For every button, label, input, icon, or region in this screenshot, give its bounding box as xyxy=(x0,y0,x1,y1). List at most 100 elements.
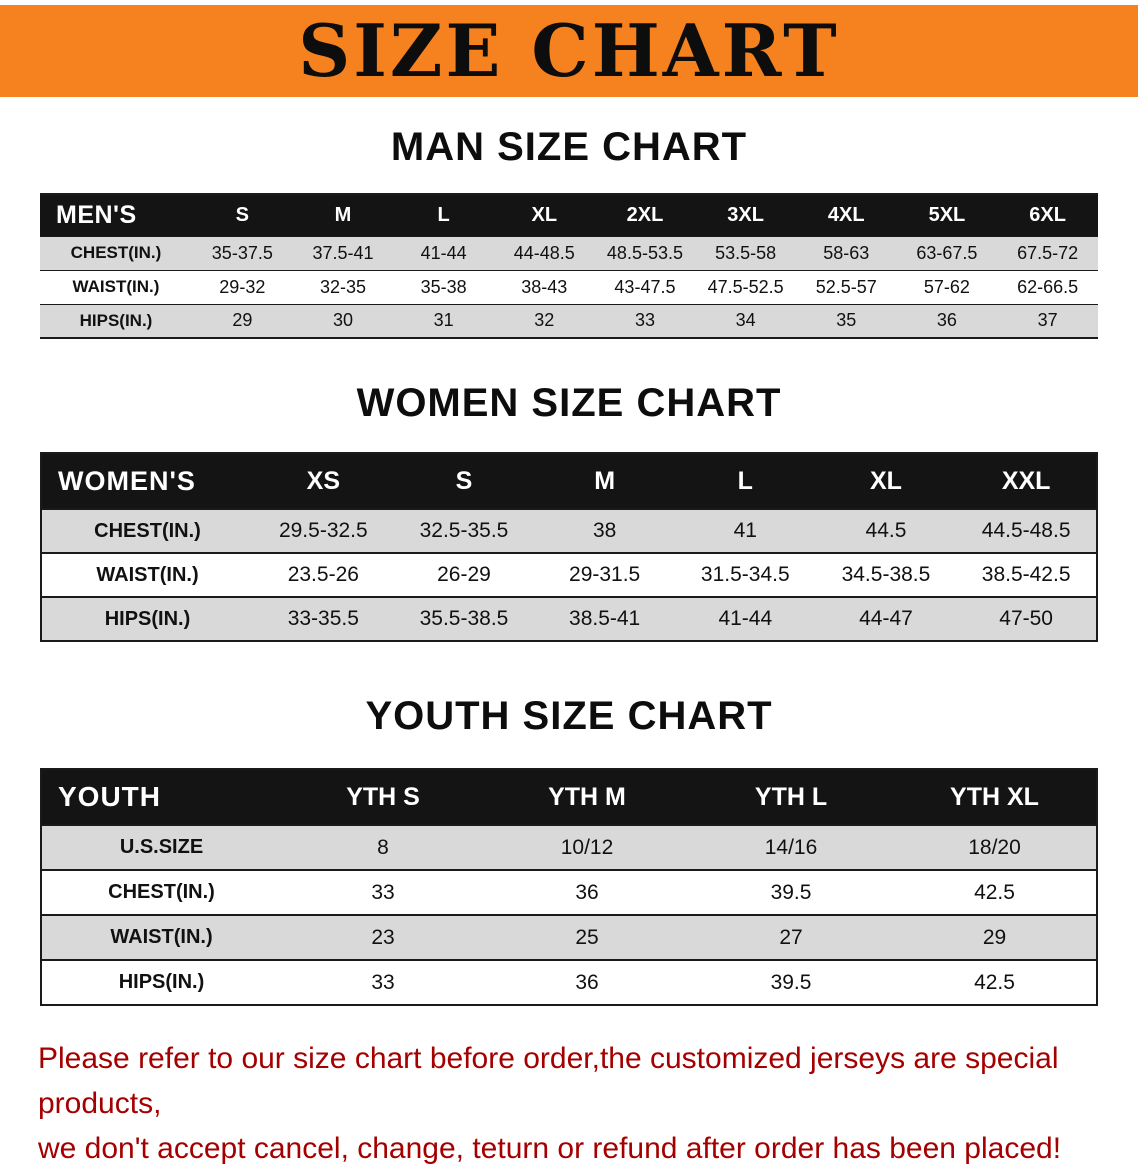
page-title: SIZE CHART xyxy=(298,8,840,93)
row-label-cell: WAIST(IN.) xyxy=(40,269,192,304)
size-value-cell: 57-62 xyxy=(896,269,998,304)
size-value-cell: 35 xyxy=(795,303,897,338)
row-label-cell: CHEST(IN.) xyxy=(40,235,192,270)
size-header-cell: XXL xyxy=(1001,466,1051,495)
size-value-cell: 53.5-58 xyxy=(695,235,796,270)
row-label-cell: CHEST(IN.) xyxy=(41,869,281,915)
size-header-cell: XL xyxy=(531,203,558,226)
table-row: HIPS(IN.) 33-35.5 35.5-38.5 38.5-41 41-44 44-… xyxy=(41,596,1097,641)
size-value-cell: 34.5-38.5 xyxy=(815,552,957,597)
size-value-cell: 30 xyxy=(292,303,394,338)
size-value-cell: 32.5-35.5 xyxy=(393,508,535,553)
size-value-cell: 39.5 xyxy=(689,869,893,915)
size-value-cell: 36 xyxy=(485,959,689,1005)
table-row: U.S.SIZE 8 10/12 14/16 18/20 xyxy=(41,824,1097,870)
size-header-cell: L xyxy=(437,203,450,226)
size-value-cell: 63-67.5 xyxy=(896,235,998,270)
size-header-cell: 4XL xyxy=(827,203,865,226)
row-label-cell: HIPS(IN.) xyxy=(41,596,253,641)
row-label-cell: HIPS(IN.) xyxy=(41,959,281,1005)
size-value-cell: 36 xyxy=(485,869,689,915)
table-title-cell: MEN'S xyxy=(56,200,137,229)
size-value-cell: 41 xyxy=(674,508,816,553)
size-value-cell: 35-38 xyxy=(393,269,494,304)
size-value-cell: 31 xyxy=(393,303,494,338)
men-size-section: MAN SIZE CHART MEN'S S M L XL 2XL 3XL 4XL 5XL 6XL… xyxy=(0,123,1138,339)
size-value-cell: 33 xyxy=(594,303,696,338)
size-value-cell: 48.5-53.5 xyxy=(594,235,696,270)
size-value-cell: 44-47 xyxy=(815,596,957,641)
size-header-cell: 3XL xyxy=(727,203,764,226)
size-value-cell: 33-35.5 xyxy=(253,596,394,641)
row-label-cell: WAIST(IN.) xyxy=(41,552,253,597)
size-value-cell: 33 xyxy=(281,959,485,1005)
table-row: CHEST(IN.) 29.5-32.5 32.5-35.5 38 41 44.5 44.5… xyxy=(41,508,1097,553)
size-value-cell: 38.5-41 xyxy=(534,596,675,641)
size-header-cell: XL xyxy=(869,466,902,495)
row-label-cell: HIPS(IN.) xyxy=(40,303,192,338)
youth-size-table: YOUTH YTH S YTH M YTH L YTH XL U.S.SIZE 8 10/12… xyxy=(40,768,1098,1006)
table-row: WAIST(IN.) 23.5-26 26-29 29-31.5 31.5-34.5 34… xyxy=(41,552,1097,597)
size-value-cell: 67.5-72 xyxy=(997,235,1098,270)
size-header-cell: 5XL xyxy=(928,203,966,226)
size-chart-page: SIZE CHART MAN SIZE CHART MEN'S S M L XL 2XL 3… xyxy=(0,5,1138,1171)
size-value-cell: 47-50 xyxy=(956,596,1097,641)
size-value-cell: 29 xyxy=(893,914,1097,960)
row-label-cell: CHEST(IN.) xyxy=(41,508,253,553)
size-value-cell: 44.5-48.5 xyxy=(956,508,1097,553)
table-header-row: WOMEN'S XS S M L XL XXL xyxy=(41,453,1097,509)
size-value-cell: 8 xyxy=(281,824,485,870)
size-header-cell: YTH L xyxy=(754,782,828,811)
size-value-cell: 52.5-57 xyxy=(795,269,897,304)
men-size-table: MEN'S S M L XL 2XL 3XL 4XL 5XL 6XL CHEST(IN.) 35-37… xyxy=(40,193,1098,339)
size-value-cell: 37.5-41 xyxy=(292,235,394,270)
size-value-cell: 29 xyxy=(192,303,293,338)
size-value-cell: 42.5 xyxy=(893,869,1097,915)
size-value-cell: 43-47.5 xyxy=(594,269,696,304)
table-row: HIPS(IN.) 29 30 31 32 33 34 35 36 37 xyxy=(40,303,1098,338)
size-value-cell: 38 xyxy=(534,508,675,553)
size-value-cell: 58-63 xyxy=(795,235,897,270)
row-label-cell: WAIST(IN.) xyxy=(41,914,281,960)
size-value-cell: 23 xyxy=(281,914,485,960)
disclaimer-line-2: we don't accept cancel, change, teturn o… xyxy=(38,1132,1062,1165)
size-header-cell: YTH S xyxy=(346,782,420,811)
size-value-cell: 36 xyxy=(896,303,998,338)
size-value-cell: 32-35 xyxy=(292,269,394,304)
size-value-cell: 35.5-38.5 xyxy=(393,596,535,641)
size-value-cell: 38-43 xyxy=(493,269,595,304)
youth-size-section: YOUTH SIZE CHART YOUTH YTH S YTH M YTH L YTH… xyxy=(0,692,1138,1006)
size-value-cell: 62-66.5 xyxy=(997,269,1098,304)
size-header-cell: S xyxy=(235,203,249,226)
women-size-table: WOMEN'S XS S M L XL XXL CHEST(IN.) 29.5-32.5 32.5… xyxy=(40,452,1098,642)
size-value-cell: 34 xyxy=(695,303,796,338)
size-header-cell: XS xyxy=(306,466,340,495)
size-value-cell: 37 xyxy=(997,303,1098,338)
size-value-cell: 47.5-52.5 xyxy=(695,269,796,304)
table-row: HIPS(IN.) 33 36 39.5 42.5 xyxy=(41,959,1097,1005)
disclaimer-line-1: Please refer to our size chart before or… xyxy=(38,1042,1059,1120)
size-header-cell: 6XL xyxy=(1029,203,1066,226)
size-header-cell: S xyxy=(455,466,473,495)
table-row: WAIST(IN.) 29-32 32-35 35-38 38-43 43-47.5 47.… xyxy=(40,269,1098,304)
table-row: WAIST(IN.) 23 25 27 29 xyxy=(41,914,1097,960)
size-value-cell: 29-32 xyxy=(192,269,293,304)
size-header-cell: YTH XL xyxy=(950,782,1039,811)
size-header-cell: M xyxy=(334,203,352,226)
size-value-cell: 29-31.5 xyxy=(534,552,675,597)
row-label-cell: U.S.SIZE xyxy=(41,824,281,870)
table-row: CHEST(IN.) 33 36 39.5 42.5 xyxy=(41,869,1097,915)
size-header-cell: L xyxy=(737,466,753,495)
size-header-cell: YTH M xyxy=(548,782,626,811)
size-value-cell: 35-37.5 xyxy=(192,235,293,270)
size-value-cell: 38.5-42.5 xyxy=(956,552,1097,597)
size-header-cell: 2XL xyxy=(626,203,664,226)
disclaimer: Please refer to our size chart before or… xyxy=(38,1036,1100,1171)
table-header-row: YOUTH YTH S YTH M YTH L YTH XL xyxy=(41,769,1097,825)
table-row: CHEST(IN.) 35-37.5 37.5-41 41-44 44-48.5 48.5… xyxy=(40,235,1098,270)
men-section-heading: MAN SIZE CHART xyxy=(390,125,748,169)
size-value-cell: 25 xyxy=(485,914,689,960)
size-value-cell: 33 xyxy=(281,869,485,915)
size-value-cell: 31.5-34.5 xyxy=(674,552,816,597)
size-value-cell: 18/20 xyxy=(893,824,1097,870)
